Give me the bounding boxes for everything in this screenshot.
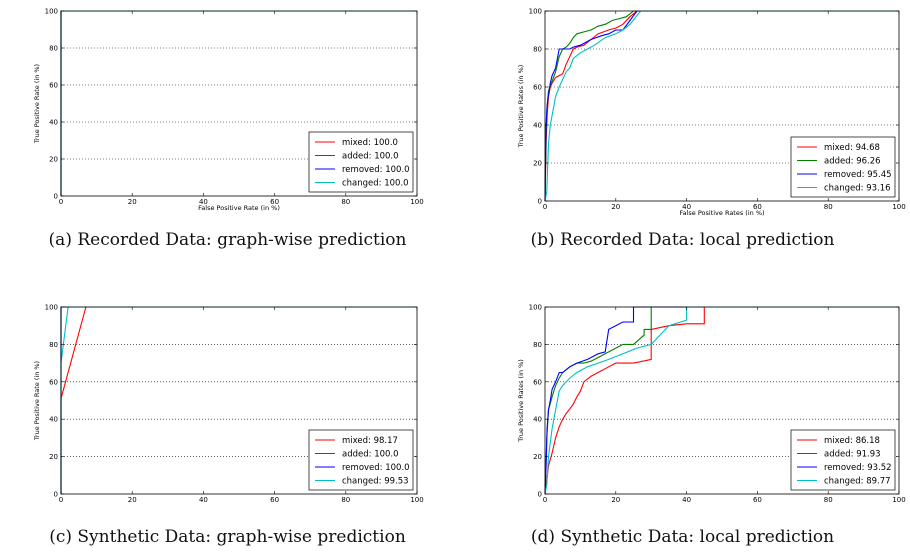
plot-frame-b — [544, 10, 900, 202]
x-tick-label-a-1: 20 — [128, 198, 137, 206]
y-axis-label-a: True Positive Rate (in %) — [33, 64, 41, 144]
legend-label-c-0: mixed: 98.17 — [342, 436, 398, 446]
caption-a: (a) Recorded Data: graph-wise prediction — [48, 230, 407, 250]
legend-label-d-0: mixed: 86.18 — [824, 436, 880, 446]
series-line-d-2 — [544, 306, 899, 495]
x-tick-label-b-2: 40 — [682, 203, 691, 211]
y-tick-label-b-1: 20 — [533, 160, 542, 168]
series-line-d-0 — [544, 306, 899, 495]
y-tick-label-d-4: 80 — [533, 341, 542, 349]
y-tick-label-a-5: 100 — [45, 8, 58, 16]
legend-label-b-2: removed: 95.45 — [824, 170, 892, 180]
y-tick-label-c-2: 40 — [49, 416, 58, 424]
x-tick-label-a-5: 100 — [410, 198, 423, 206]
legend-label-a-1: added: 100.0 — [342, 152, 399, 162]
y-axis-label-c: True Positive Rate (in %) — [33, 361, 41, 441]
x-tick-label-c-5: 100 — [410, 496, 423, 502]
chart-panel-a: 0 20 40 60 80 100 0 20 40 60 80 100 False Positive R… — [0, 0, 455, 277]
legend-label-d-1: added: 91.93 — [824, 450, 881, 460]
y-axis-label-b: True Positive Rates (in %) — [517, 65, 525, 149]
y-axis-label-d: True Positive Rates (in %) — [517, 359, 525, 443]
y-tick-label-d-5: 100 — [529, 304, 542, 312]
x-tick-label-b-5: 100 — [892, 203, 905, 211]
y-tick-label-a-1: 20 — [49, 156, 58, 164]
x-tick-label-a-2: 40 — [199, 198, 208, 206]
series-line-d-3 — [544, 306, 899, 495]
x-axis-label-a: False Positive Rate (in %) — [198, 204, 280, 212]
x-tick-label-c-2: 40 — [199, 496, 208, 502]
y-tick-label-a-4: 80 — [49, 45, 58, 53]
legend-label-b-0: mixed: 94.68 — [824, 143, 880, 153]
x-tick-label-d-2: 40 — [682, 496, 691, 502]
roc-chart-b: 0 20 40 60 80 100 0 20 40 60 80 100 False Positive R… — [517, 8, 906, 218]
chart-panel-b: 0 20 40 60 80 100 0 20 40 60 80 100 False Positive R… — [455, 0, 910, 277]
x-tick-label-c-0: 0 — [59, 496, 63, 502]
y-tick-label-c-5: 100 — [45, 304, 58, 312]
y-tick-label-d-0: 0 — [538, 491, 542, 499]
roc-chart-a: 0 20 40 60 80 100 0 20 40 60 80 100 False Positive R… — [33, 8, 424, 213]
x-tick-label-c-4: 80 — [341, 496, 350, 502]
caption-c: (c) Synthetic Data: graph-wise predictio… — [49, 527, 406, 547]
x-tick-label-c-3: 60 — [270, 496, 279, 502]
y-tick-label-b-0: 0 — [538, 198, 542, 206]
y-tick-label-b-2: 40 — [533, 122, 542, 130]
y-tick-label-a-2: 40 — [49, 119, 58, 127]
x-tick-label-b-4: 80 — [824, 203, 833, 211]
legend-label-c-2: removed: 100.0 — [342, 463, 410, 473]
caption-d: (d) Synthetic Data: local prediction — [530, 527, 835, 547]
y-tick-label-d-3: 60 — [533, 378, 542, 386]
y-tick-label-c-3: 60 — [49, 378, 58, 386]
y-tick-label-c-4: 80 — [49, 341, 58, 349]
y-tick-label-c-1: 20 — [49, 453, 58, 461]
x-tick-label-d-1: 20 — [611, 496, 620, 502]
x-tick-label-a-4: 80 — [341, 198, 350, 206]
plot-frame-a — [60, 10, 418, 197]
y-tick-label-d-2: 40 — [533, 416, 542, 424]
y-tick-label-b-5: 100 — [529, 8, 542, 16]
legend-label-c-3: changed: 99.53 — [342, 477, 409, 487]
legend-label-b-1: added: 96.26 — [824, 157, 881, 167]
legend-label-d-3: changed: 89.77 — [824, 477, 891, 487]
legend-label-b-3: changed: 93.16 — [824, 184, 891, 194]
x-tick-label-a-3: 60 — [270, 198, 279, 206]
plot-frame-d — [544, 306, 900, 495]
y-tick-label-d-1: 20 — [533, 453, 542, 461]
y-tick-label-a-0: 0 — [54, 193, 58, 201]
series-line-d-1 — [544, 306, 899, 495]
x-tick-label-b-3: 60 — [753, 203, 762, 211]
x-tick-label-d-4: 80 — [824, 496, 833, 502]
x-tick-label-b-1: 20 — [611, 203, 620, 211]
y-tick-label-b-4: 80 — [533, 46, 542, 54]
legend-label-a-0: mixed: 100.0 — [342, 138, 398, 148]
y-tick-label-a-3: 60 — [49, 82, 58, 90]
x-tick-label-b-0: 0 — [543, 203, 547, 211]
plot-frame-c — [60, 306, 418, 495]
legend-label-d-2: removed: 93.52 — [824, 463, 892, 473]
legend-label-c-1: added: 100.0 — [342, 450, 399, 460]
x-tick-label-d-5: 100 — [892, 496, 905, 502]
y-tick-label-b-3: 60 — [533, 84, 542, 92]
x-tick-label-a-0: 0 — [59, 198, 63, 206]
x-tick-label-d-0: 0 — [543, 496, 547, 502]
y-tick-label-c-0: 0 — [54, 491, 58, 499]
x-tick-label-d-3: 60 — [753, 496, 762, 502]
legend-label-a-3: changed: 100.0 — [342, 179, 409, 189]
series-line-b-2 — [544, 10, 899, 202]
legend-label-a-2: removed: 100.0 — [342, 165, 410, 175]
series-line-b-3 — [544, 10, 899, 202]
x-axis-label-b: False Positive Rates (in %) — [679, 209, 764, 217]
x-tick-label-c-1: 20 — [128, 496, 137, 502]
caption-b: (b) Recorded Data: local prediction — [530, 230, 835, 250]
